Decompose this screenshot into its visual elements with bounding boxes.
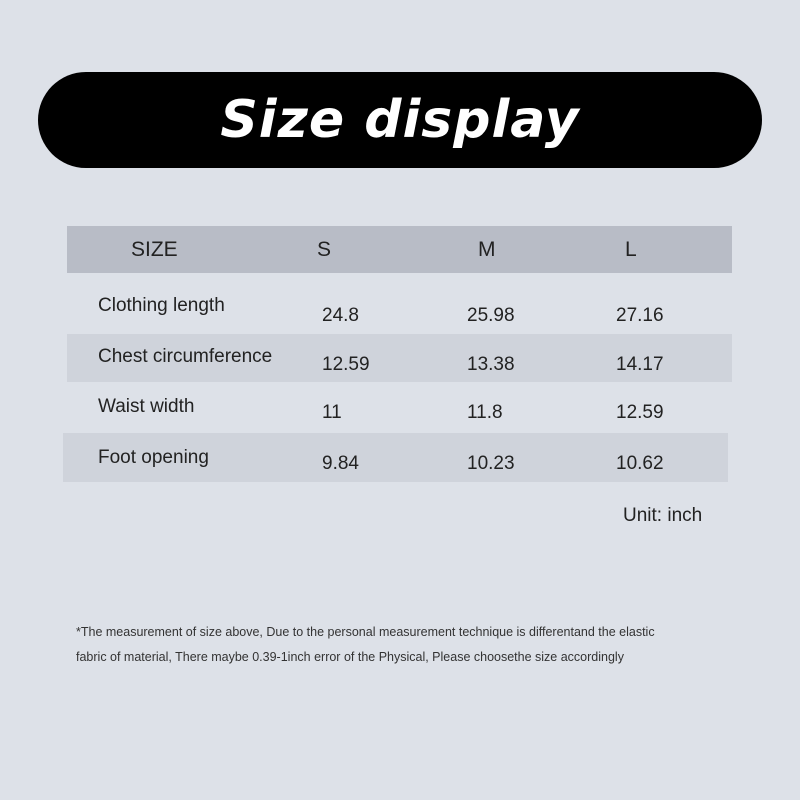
cell-s: 24.8 [322,305,359,326]
cell-m: 13.38 [467,354,515,375]
header-s: S [317,238,332,261]
table-row: Clothing length 24.8 25.98 27.16 [67,285,732,334]
table-header: SIZE S M L [67,226,732,273]
cell-m: 25.98 [467,305,515,326]
row-label: Waist width [98,396,195,417]
cell-l: 12.59 [616,402,664,423]
footnote-line-1: *The measurement of size above, Due to t… [76,625,655,639]
row-label: Clothing length [98,295,225,316]
cell-l: 10.62 [616,453,664,474]
header-size: SIZE [131,238,178,261]
cell-s: 12.59 [322,354,370,375]
table-row: Foot opening 9.84 10.23 10.62 [63,433,728,482]
cell-l: 27.16 [616,305,664,326]
table-row: Chest circumference 12.59 13.38 14.17 [67,334,732,382]
cell-m: 10.23 [467,453,515,474]
row-label: Chest circumference [98,346,273,367]
cell-m: 11.8 [467,402,503,423]
footnote-line-2: fabric of material, There maybe 0.39-1in… [76,650,624,664]
page-title: Size display [220,90,580,150]
footnote: *The measurement of size above, Due to t… [76,620,756,670]
title-banner: Size display [38,72,762,168]
cell-s: 9.84 [322,453,359,474]
unit-label: Unit: inch [623,505,703,526]
cell-s: 11 [322,402,342,423]
cell-l: 14.17 [616,354,664,375]
table-row: Waist width 11 11.8 12.59 [67,382,732,431]
header-m: M [478,238,496,261]
header-l: L [625,238,637,261]
row-label: Foot opening [98,447,209,468]
